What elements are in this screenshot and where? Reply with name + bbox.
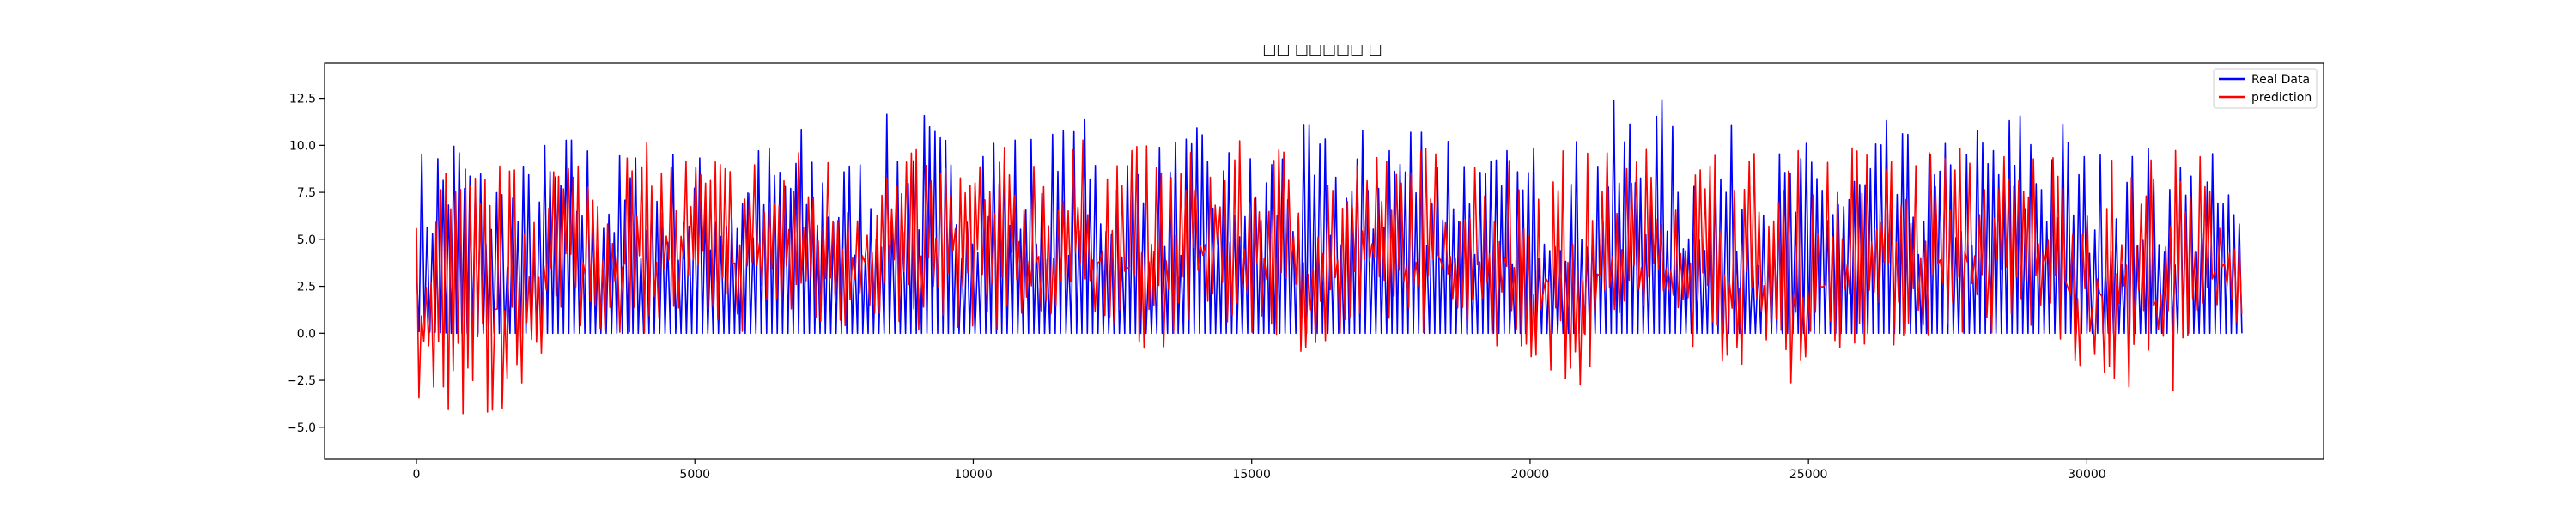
x-tick-label: 5000 xyxy=(679,468,710,482)
legend-label-prediction: prediction xyxy=(2251,91,2312,105)
y-tick-label: 2.5 xyxy=(297,281,316,294)
x-tick-label: 30000 xyxy=(2068,468,2106,482)
y-tick-label: 12.5 xyxy=(289,93,316,106)
y-tick-label: 10.0 xyxy=(289,139,316,153)
series-line-prediction xyxy=(416,139,2243,415)
y-tick-label: −2.5 xyxy=(287,374,316,388)
series-layer xyxy=(416,99,2243,415)
plot-area xyxy=(416,99,2243,415)
series-line-real-data xyxy=(416,99,2243,335)
axes-frame xyxy=(324,62,2324,460)
y-tick-label: −5.0 xyxy=(287,421,316,435)
x-tick-label: 0 xyxy=(413,468,421,482)
legend-label-real-data: Real Data xyxy=(2251,73,2310,87)
legend: Real Data prediction xyxy=(2213,68,2318,109)
y-tick-label: 7.5 xyxy=(297,186,316,200)
y-tick-label: 0.0 xyxy=(297,327,316,341)
x-tick-label: 15000 xyxy=(1232,468,1271,482)
x-tick-label: 10000 xyxy=(954,468,993,482)
chart-title: □□ □□□□□ □ xyxy=(1262,41,1382,58)
y-tick-label: 5.0 xyxy=(297,233,316,247)
y-axis: −5.0 −2.5 0.0 2.5 5.0 7.5 10.0 12.5 xyxy=(287,93,325,435)
x-tick-label: 20000 xyxy=(1511,468,1550,482)
x-axis: 0 5000 10000 15000 20000 25000 30000 xyxy=(413,459,2106,482)
x-tick-label: 25000 xyxy=(1789,468,1828,482)
